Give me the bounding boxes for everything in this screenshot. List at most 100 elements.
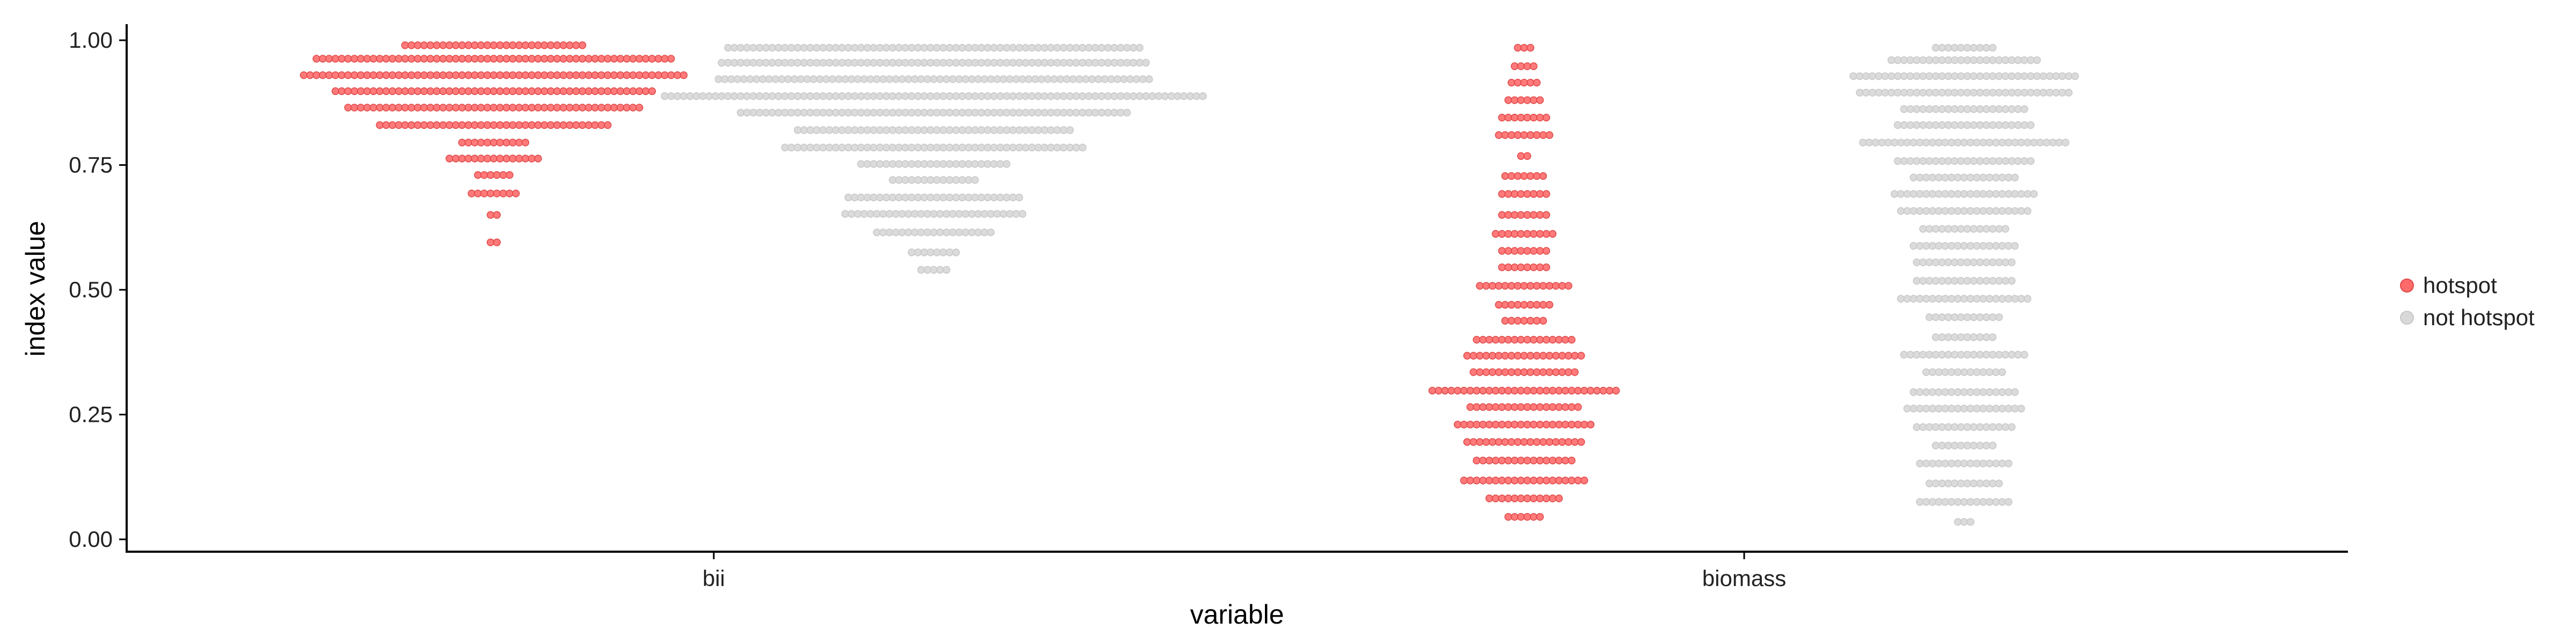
dot-bii-not-hotspot xyxy=(996,143,1005,152)
dot-bii-not-hotspot xyxy=(854,75,862,83)
dot-biomass-not-hotspot xyxy=(1900,350,1908,359)
dot-biomass-hotspot xyxy=(1501,131,1509,139)
dot-bii-not-hotspot xyxy=(946,193,954,202)
dot-bii-hotspot xyxy=(458,55,466,63)
dot-biomass-hotspot xyxy=(1586,420,1595,429)
dot-bii-not-hotspot xyxy=(825,92,833,100)
dot-biomass-not-hotspot xyxy=(1963,56,1972,64)
dot-biomass-not-hotspot xyxy=(1900,89,1908,97)
dot-bii-not-hotspot xyxy=(787,43,795,52)
dot-biomass-not-hotspot xyxy=(1988,89,1997,97)
dot-bii-not-hotspot xyxy=(889,143,897,152)
dot-biomass-not-hotspot xyxy=(2023,207,2032,215)
dot-biomass-not-hotspot xyxy=(1951,72,1959,80)
dot-bii-not-hotspot xyxy=(882,108,890,117)
dot-biomass-hotspot xyxy=(1520,78,1528,87)
dot-bii-not-hotspot xyxy=(933,143,941,152)
dot-bii-not-hotspot xyxy=(831,143,840,152)
dot-biomass-not-hotspot xyxy=(1928,405,1937,413)
dot-bii-not-hotspot xyxy=(1116,43,1125,52)
dot-biomass-not-hotspot xyxy=(1922,498,1930,506)
dot-bii-not-hotspot xyxy=(1142,92,1150,100)
dot-biomass-hotspot xyxy=(1495,301,1503,309)
dot-bii-hotspot xyxy=(553,71,561,79)
dot-bii-hotspot xyxy=(509,104,517,112)
dot-biomass-not-hotspot xyxy=(1951,105,1959,113)
dot-bii-not-hotspot xyxy=(926,58,935,67)
dot-bii-not-hotspot xyxy=(920,193,928,202)
dot-biomass-not-hotspot xyxy=(1986,388,1994,396)
dot-biomass-not-hotspot xyxy=(1951,313,1959,321)
dot-bii-not-hotspot xyxy=(806,108,815,117)
dot-bii-hotspot xyxy=(642,55,650,63)
dot-biomass-not-hotspot xyxy=(1979,405,1987,413)
dot-bii-not-hotspot xyxy=(863,126,872,134)
dot-biomass-not-hotspot xyxy=(1893,89,1902,97)
dot-bii-hotspot xyxy=(502,138,510,147)
dot-biomass-not-hotspot xyxy=(2001,225,2009,233)
dot-biomass-hotspot xyxy=(1520,282,1528,290)
dot-bii-hotspot xyxy=(306,71,314,79)
dot-biomass-not-hotspot xyxy=(1916,405,1924,413)
dot-bii-not-hotspot xyxy=(794,143,802,152)
dot-bii-not-hotspot xyxy=(999,75,1007,83)
dot-biomass-not-hotspot xyxy=(1988,121,1997,129)
dot-bii-not-hotspot xyxy=(895,58,903,67)
dot-bii-not-hotspot xyxy=(964,143,973,152)
dot-biomass-not-hotspot xyxy=(1928,459,1937,467)
dot-biomass-hotspot xyxy=(1542,456,1550,465)
dot-biomass-hotspot xyxy=(1511,230,1519,238)
dot-biomass-hotspot xyxy=(1453,386,1462,395)
dot-biomass-not-hotspot xyxy=(1948,138,1956,147)
dot-bii-not-hotspot xyxy=(977,193,985,202)
dot-biomass-not-hotspot xyxy=(1976,350,1984,359)
dot-bii-not-hotspot xyxy=(993,210,1001,218)
dot-bii-not-hotspot xyxy=(946,248,954,257)
dot-bii-not-hotspot xyxy=(1075,75,1084,83)
dot-bii-hotspot xyxy=(502,71,510,79)
dot-bii-not-hotspot xyxy=(1053,143,1062,152)
dot-bii-not-hotspot xyxy=(984,43,992,52)
dot-biomass-not-hotspot xyxy=(1948,405,1956,413)
dot-bii-not-hotspot xyxy=(987,228,995,237)
dot-bii-hotspot xyxy=(363,87,371,96)
dot-bii-not-hotspot xyxy=(819,92,827,100)
dot-bii-hotspot xyxy=(369,55,377,63)
dot-bii-hotspot xyxy=(350,71,358,79)
dot-biomass-not-hotspot xyxy=(2008,121,2016,129)
dot-biomass-not-hotspot xyxy=(1938,423,1946,431)
dot-biomass-hotspot xyxy=(1498,456,1506,465)
dot-biomass-not-hotspot xyxy=(1992,388,2000,396)
dot-biomass-hotspot xyxy=(1529,113,1538,122)
dot-bii-not-hotspot xyxy=(756,92,764,100)
dot-biomass-hotspot xyxy=(1523,190,1532,198)
dot-biomass-not-hotspot xyxy=(1935,498,1943,506)
dot-bii-not-hotspot xyxy=(1085,92,1093,100)
dot-biomass-not-hotspot xyxy=(1941,368,1949,376)
dot-biomass-not-hotspot xyxy=(1935,138,1943,147)
dot-biomass-not-hotspot xyxy=(1963,423,1972,431)
dot-bii-not-hotspot xyxy=(882,43,890,52)
dot-biomass-hotspot xyxy=(1479,403,1487,411)
dot-biomass-not-hotspot xyxy=(1900,72,1908,80)
dot-bii-hotspot xyxy=(433,87,441,96)
dot-bii-not-hotspot xyxy=(1028,108,1036,117)
dot-biomass-not-hotspot xyxy=(2058,72,2067,80)
dot-bii-not-hotspot xyxy=(1047,58,1055,67)
dot-bii-not-hotspot xyxy=(869,108,878,117)
dot-biomass-not-hotspot xyxy=(1960,498,1968,506)
dot-biomass-not-hotspot xyxy=(1935,368,1943,376)
dot-bii-not-hotspot xyxy=(882,143,890,152)
dot-biomass-not-hotspot xyxy=(1986,138,1994,147)
dot-bii-not-hotspot xyxy=(1034,43,1042,52)
dot-bii-hotspot xyxy=(528,87,536,96)
dot-biomass-not-hotspot xyxy=(1957,313,1965,321)
dot-biomass-not-hotspot xyxy=(1868,72,1877,80)
dot-bii-not-hotspot xyxy=(743,43,751,52)
dot-biomass-not-hotspot xyxy=(2008,56,2016,64)
dot-bii-hotspot xyxy=(654,71,662,79)
dot-bii-not-hotspot xyxy=(724,92,732,100)
dot-bii-not-hotspot xyxy=(1009,143,1017,152)
dot-bii-hotspot xyxy=(420,121,428,129)
dot-bii-hotspot xyxy=(319,71,327,79)
